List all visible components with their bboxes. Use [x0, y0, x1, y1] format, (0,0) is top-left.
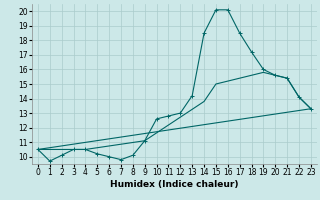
X-axis label: Humidex (Indice chaleur): Humidex (Indice chaleur) — [110, 180, 239, 189]
